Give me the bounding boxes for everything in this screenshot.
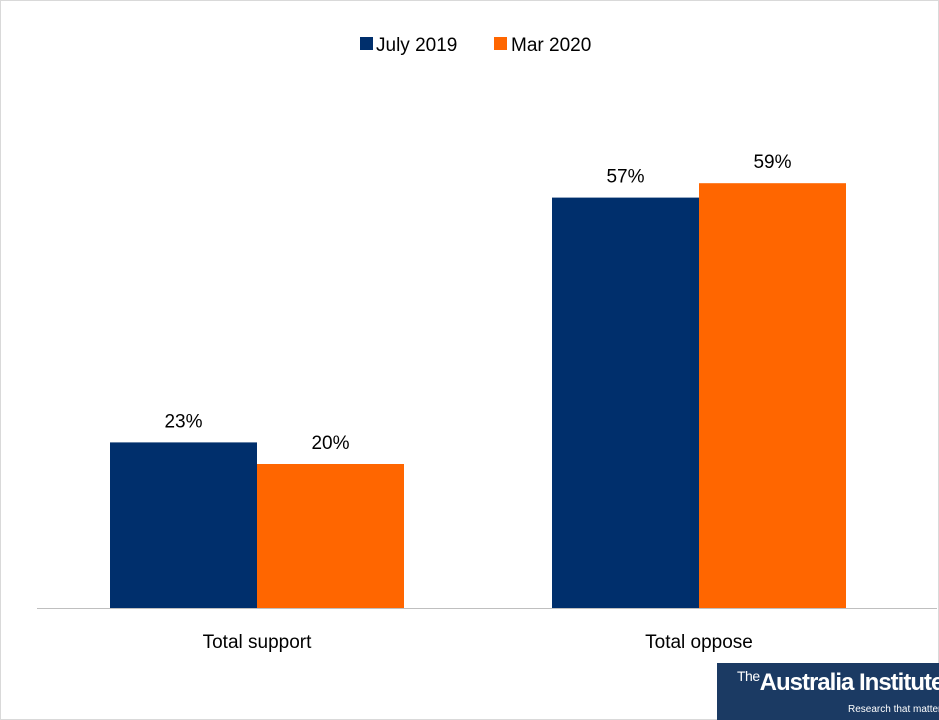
data-label-july-2019-total-support: 23%: [164, 411, 202, 432]
legend-label-july-2019: July 2019: [376, 35, 457, 56]
data-label-july-2019-total-oppose: 57%: [606, 167, 644, 188]
logo-the-text: The: [737, 668, 760, 684]
legend-swatch-mar-2020: [494, 37, 507, 50]
data-label-mar-2020-total-support: 20%: [311, 433, 349, 454]
bar-mar-2020-total-support: [257, 464, 404, 608]
x-tick-label-total-support: Total support: [203, 632, 313, 653]
australia-institute-logo: TheAustralia Institute Research that mat…: [717, 663, 939, 720]
data-label-mar-2020-total-oppose: 59%: [753, 152, 791, 173]
bar-mar-2020-total-oppose: [699, 183, 846, 608]
bar-july-2019-total-support: [110, 442, 257, 608]
x-tick-label-total-oppose: Total oppose: [645, 632, 753, 653]
legend-label-mar-2020: Mar 2020: [511, 35, 591, 56]
logo-tagline: Research that matters.: [848, 704, 939, 715]
legend-swatch-july-2019: [360, 37, 373, 50]
bar-july-2019-total-oppose: [552, 197, 699, 608]
logo-name-text: Australia Institute: [759, 669, 939, 696]
